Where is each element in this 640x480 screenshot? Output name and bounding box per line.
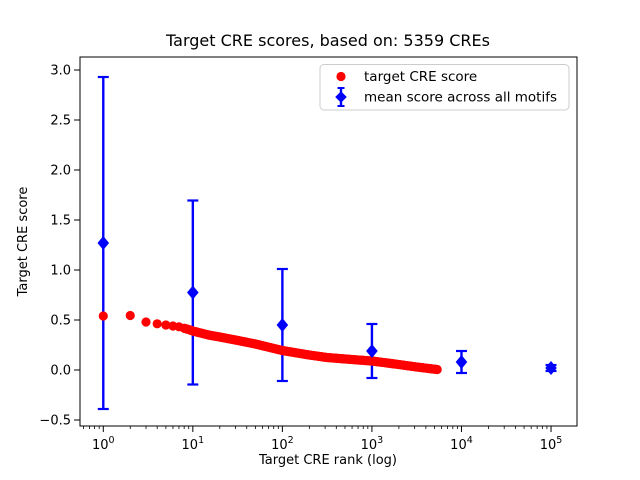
x-axis-label: Target CRE rank (log) [258, 453, 397, 468]
mean-score-diamond [455, 355, 468, 369]
y-tick-label: 2.0 [50, 164, 71, 179]
target-score-point [161, 320, 171, 330]
target-score-point [152, 319, 162, 329]
x-tick-label: 105 [540, 435, 563, 453]
legend: target CRE score mean score across all m… [319, 64, 570, 111]
y-tick-label: 2.5 [50, 114, 71, 129]
legend-marker-mean-score-icon [335, 87, 347, 107]
mean-score-diamond [187, 285, 199, 300]
y-tick-label: −0.5 [39, 414, 71, 429]
axes-spines [79, 56, 578, 427]
y-tick-label: 1.5 [50, 214, 71, 229]
y-tick-label: 0.0 [50, 364, 71, 379]
legend-box [319, 64, 570, 111]
x-tick-label: 104 [450, 435, 473, 453]
legend-marker-target-score-icon [336, 71, 346, 82]
y-axis-label: Target CRE score [16, 187, 31, 298]
legend-label-mean-score: mean score across all motifs [364, 90, 557, 106]
mean-score-diamond [276, 318, 289, 332]
mean-score-diamond [97, 236, 110, 250]
y-tick-label: 1.0 [50, 264, 71, 279]
x-tick-label: 100 [92, 435, 115, 453]
target-score-point [141, 317, 151, 327]
x-tick-label: 103 [361, 435, 384, 453]
plot-area: 100 101 102 103 104 105 −0.5 0.0 0.5 1.0 1.5 2.0 2.5… [39, 56, 578, 453]
y-tick-label: 0.5 [50, 314, 71, 329]
y-tick-label: 3.0 [50, 64, 71, 79]
chart-title: Target CRE scores, based on: 5359 CREs [165, 31, 490, 50]
mean-score-diamond [366, 344, 378, 358]
mean-score-diamond [545, 361, 557, 375]
target-score-point [98, 311, 108, 321]
x-tick-label: 101 [182, 435, 205, 453]
x-tick-label: 102 [271, 435, 294, 453]
legend-label-target-score: target CRE score [364, 69, 477, 85]
target-score-point [432, 364, 442, 375]
target-score-point [125, 310, 135, 321]
